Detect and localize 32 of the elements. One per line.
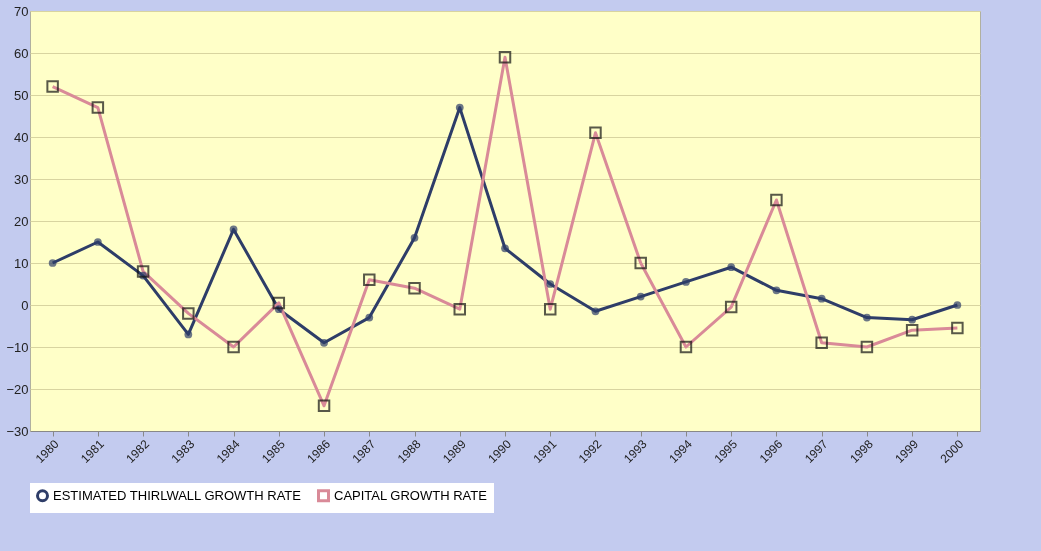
y-tick-label: 0: [21, 297, 29, 313]
point: [320, 338, 328, 347]
point: [546, 280, 555, 288]
y-tick-label: 70: [14, 3, 29, 19]
point: [636, 292, 645, 301]
point: [501, 244, 509, 253]
point: [93, 238, 102, 246]
y-tick-label: 10: [14, 255, 29, 271]
y-tick-label: −20: [6, 381, 29, 397]
point: [455, 103, 464, 112]
y-tick-label: −10: [6, 339, 29, 355]
point: [863, 313, 871, 322]
y-tick-label: 60: [14, 45, 29, 61]
point: [817, 294, 826, 303]
point: [48, 259, 57, 267]
point: [908, 315, 917, 324]
point: [410, 233, 419, 242]
y-tick-label: 20: [14, 213, 29, 229]
point: [727, 263, 736, 272]
y-tick-label: 50: [14, 87, 29, 103]
point: [682, 278, 690, 286]
point: [953, 301, 962, 309]
point: [365, 313, 374, 322]
legend-label: ESTIMATED THIRLWALL GROWTH RATE: [53, 487, 302, 503]
y-tick-label: 30: [14, 171, 29, 187]
y-tick-label: 40: [14, 129, 29, 145]
legend-label: CAPITAL GROWTH RATE: [334, 487, 488, 503]
point: [229, 225, 238, 234]
point: [184, 330, 193, 339]
y-tick-label: −30: [6, 423, 29, 439]
point: [772, 286, 781, 295]
point: [591, 307, 600, 316]
